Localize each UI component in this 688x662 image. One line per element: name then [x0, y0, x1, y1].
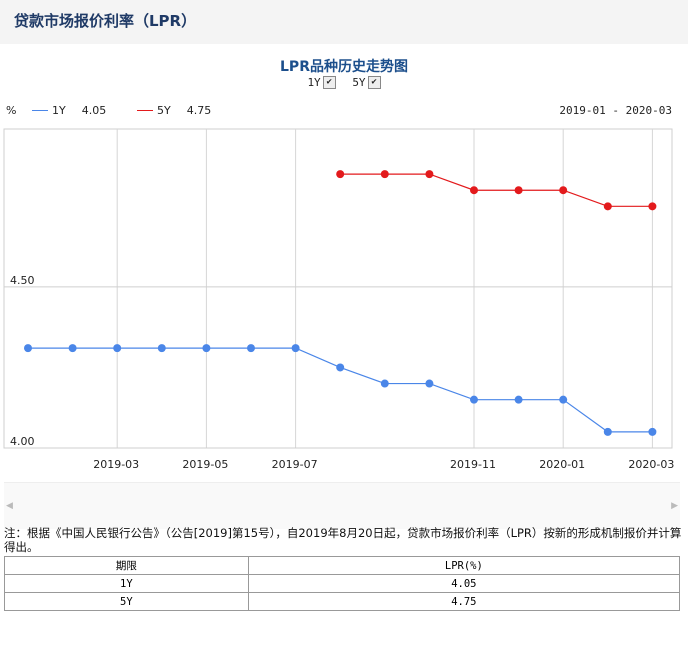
- data-point-1y: [559, 395, 568, 404]
- x-tick-label: 2019-03: [93, 458, 139, 471]
- data-point-5y: [559, 186, 568, 195]
- data-point-5y: [470, 186, 478, 195]
- x-tick-label: 2020-01: [539, 458, 585, 471]
- x-tick-label: 2019-11: [450, 458, 496, 471]
- table-header-lpr: LPR(%): [247, 556, 681, 575]
- table-row: 5Y 4.75: [4, 592, 681, 611]
- note-text: 注：根据《中国人民银行公告》（公告[2019]第15号），自2019年8月20日…: [4, 526, 682, 554]
- legend-name-1y: 1Y: [52, 104, 66, 117]
- series-toggles: 1Y ✔ 5Y ✔: [0, 76, 688, 89]
- data-point-1y: [648, 427, 657, 436]
- table-cell-term: 1Y: [4, 574, 249, 593]
- data-point-1y: [291, 344, 300, 353]
- data-point-5y: [336, 170, 345, 179]
- x-tick-label: 2019-05: [182, 458, 228, 471]
- data-point-1y: [470, 395, 478, 404]
- x-tick-label: 2019-07: [272, 458, 318, 471]
- page-title: 贷款市场报价利率（LPR）: [14, 12, 197, 30]
- data-point-1y: [247, 344, 255, 353]
- data-point-1y: [514, 395, 523, 404]
- scroll-left-icon[interactable]: ◀: [6, 501, 13, 511]
- data-point-1y: [336, 363, 345, 372]
- toggle-1y-checkbox[interactable]: ✔: [322, 76, 336, 89]
- y-tick-label: 4.00: [10, 435, 35, 448]
- data-point-1y: [380, 379, 389, 388]
- data-point-1y: [425, 379, 434, 388]
- line-chart: 2019-03 2019-05 2019-07 2019-11 2020-01 2020-…: [3, 128, 674, 471]
- toggle-5y[interactable]: 5Y ✔: [352, 76, 381, 89]
- toggle-5y-label: 5Y: [352, 76, 366, 89]
- table-cell-rate: 4.05: [247, 574, 681, 593]
- legend-name-5y: 5Y: [157, 104, 171, 117]
- data-point-5y: [425, 170, 434, 179]
- series-line-5y: [340, 173, 653, 207]
- data-point-1y: [113, 344, 122, 353]
- legend-value-1y: 4.05: [81, 104, 107, 117]
- series-line-1y: [28, 347, 653, 433]
- legend-item-1y: 1Y 4.05: [32, 104, 106, 117]
- table-row: 1Y 4.05: [4, 574, 681, 593]
- chart-scrollbar[interactable]: ◀ ▶: [4, 482, 680, 529]
- date-range: 2019-01 - 2020-03: [559, 104, 672, 117]
- legend-item-5y: 5Y 4.75: [137, 104, 211, 117]
- unit-label: %: [6, 104, 17, 117]
- data-point-5y: [603, 202, 612, 211]
- legend-swatch-5y: [137, 110, 153, 111]
- data-point-1y: [157, 344, 166, 353]
- legend-row: % 1Y 4.05 5Y 4.75 2019-01 - 2020-03: [0, 104, 688, 120]
- table-cell-rate: 4.75: [247, 592, 681, 611]
- toggle-1y-label: 1Y: [307, 76, 321, 89]
- table-header-row: 期限 LPR(%): [4, 556, 681, 575]
- data-point-5y: [514, 186, 523, 195]
- toggle-5y-checkbox[interactable]: ✔: [367, 76, 381, 89]
- table-header-term: 期限: [4, 556, 249, 575]
- toggle-1y[interactable]: 1Y ✔: [307, 76, 336, 89]
- data-point-5y: [648, 202, 657, 211]
- y-tick-label: 4.50: [10, 274, 35, 287]
- data-point-1y: [603, 427, 612, 436]
- data-point-1y: [24, 344, 32, 353]
- data-point-1y: [202, 344, 211, 353]
- data-point-5y: [380, 170, 389, 179]
- lpr-table: 期限 LPR(%) 1Y 4.05 5Y 4.75: [4, 556, 681, 611]
- x-tick-label: 2020-03: [628, 458, 674, 471]
- table-cell-term: 5Y: [4, 592, 249, 611]
- data-point-1y: [68, 344, 77, 353]
- scroll-right-icon[interactable]: ▶: [671, 501, 678, 511]
- legend-swatch-1y: [32, 110, 48, 111]
- chart-title: LPR品种历史走势图: [280, 59, 408, 75]
- legend-value-5y: 4.75: [186, 104, 212, 117]
